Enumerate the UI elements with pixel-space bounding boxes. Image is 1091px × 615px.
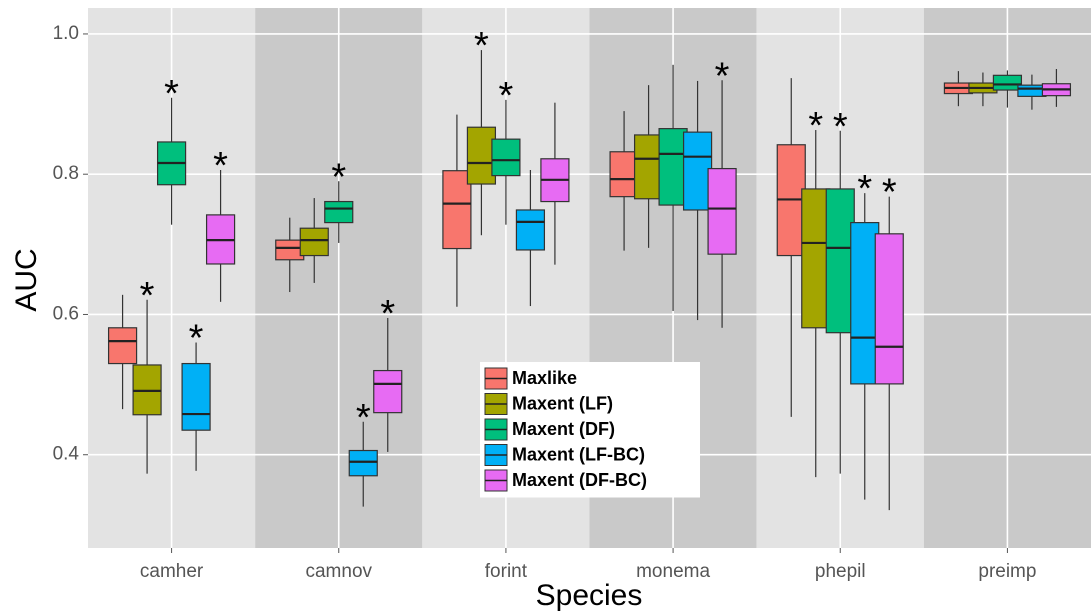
box [275, 239, 305, 261]
box [707, 167, 737, 255]
box [373, 369, 403, 414]
box [609, 151, 639, 198]
significance-marker: * [715, 55, 730, 97]
x-axis-title: Species [536, 579, 643, 612]
legend: Maxlike Maxent (LF) Maxent (DF) Maxent (LF-… [480, 362, 700, 498]
significance-marker: * [213, 145, 228, 187]
box [633, 134, 664, 200]
legend-label: Maxent (DF) [512, 419, 615, 439]
significance-marker: * [380, 293, 395, 335]
legend-box [480, 362, 700, 498]
box [1017, 84, 1047, 97]
legend-label: Maxent (LF) [512, 393, 613, 413]
box [466, 126, 497, 185]
significance-marker: * [833, 106, 848, 148]
significance-marker: * [356, 397, 371, 439]
box [107, 327, 138, 365]
y-tick-label: 0.6 [53, 303, 79, 324]
x-tick-label: monema [636, 561, 710, 582]
legend-label: Maxent (LF-BC) [512, 444, 645, 464]
x-tick-label: camnov [305, 561, 372, 582]
significance-marker: * [164, 73, 179, 115]
box [992, 74, 1023, 91]
box [324, 200, 354, 224]
box [515, 209, 546, 251]
box [658, 128, 688, 206]
box [801, 188, 831, 329]
x-tick-label: camher [140, 561, 204, 582]
box [491, 138, 521, 177]
significance-marker: * [189, 318, 204, 360]
significance-marker: * [331, 156, 346, 198]
significance-marker: * [857, 168, 872, 210]
significance-marker: * [499, 75, 514, 117]
box [181, 362, 211, 431]
x-tick-label: preimp [978, 561, 1036, 582]
significance-marker: * [140, 275, 155, 317]
box [682, 131, 713, 211]
x-tick-label: phepil [815, 561, 866, 582]
x-tick-label: forint [485, 561, 528, 582]
box [442, 170, 472, 250]
legend-label: Maxlike [512, 368, 577, 388]
significance-marker: * [808, 105, 823, 147]
y-tick-label: 0.8 [53, 163, 79, 184]
box [825, 188, 855, 334]
y-tick-label: 0.4 [53, 444, 80, 465]
y-axis-title: AUC [10, 248, 43, 311]
y-tick-label: 1.0 [53, 23, 79, 44]
legend-label: Maxent (DF-BC) [512, 470, 647, 490]
significance-marker: * [882, 172, 897, 214]
box [299, 227, 329, 257]
box [850, 221, 880, 385]
box [874, 233, 904, 385]
box [348, 449, 378, 477]
significance-marker: * [474, 25, 489, 67]
